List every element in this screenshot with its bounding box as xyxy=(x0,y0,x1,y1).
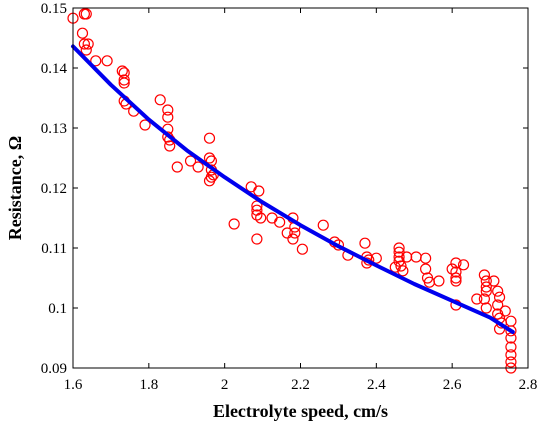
data-point xyxy=(505,325,517,337)
data-point xyxy=(450,257,462,269)
data-point xyxy=(395,260,407,272)
data-point xyxy=(450,272,462,284)
data-point xyxy=(162,104,174,116)
data-point xyxy=(480,302,492,314)
data-point xyxy=(118,74,130,86)
x-tick-label: 1.6 xyxy=(64,377,83,393)
y-tick-label: 0.1 xyxy=(48,301,67,317)
x-tick-label: 1.8 xyxy=(139,377,158,393)
data-point xyxy=(493,291,506,303)
data-point xyxy=(488,275,500,287)
data-point xyxy=(281,227,293,239)
x-tick-label: 2.8 xyxy=(519,377,538,393)
data-point xyxy=(478,269,490,281)
data-point xyxy=(505,315,517,327)
data-point xyxy=(450,275,462,287)
y-tick-label: 0.09 xyxy=(41,361,67,377)
data-point xyxy=(480,281,492,293)
plot-frame xyxy=(72,7,529,369)
data-point xyxy=(184,155,197,167)
data-point xyxy=(289,227,301,239)
fit-curve xyxy=(71,44,515,334)
data-point xyxy=(171,161,183,173)
data-point xyxy=(410,251,422,263)
data-point xyxy=(118,77,130,89)
data-point xyxy=(359,237,371,249)
data-point xyxy=(164,140,176,152)
data-point xyxy=(492,285,504,297)
data-point xyxy=(420,263,432,275)
data-point xyxy=(401,251,413,263)
data-point xyxy=(450,266,462,278)
x-tick-label: 2.6 xyxy=(443,377,462,393)
data-point xyxy=(90,55,102,67)
x-axis-title: Electrolyte speed, cm/s xyxy=(213,401,388,421)
data-point xyxy=(433,275,445,287)
data-point xyxy=(203,175,216,187)
data-point xyxy=(80,44,92,56)
data-point xyxy=(287,233,299,245)
y-tick-label: 0.11 xyxy=(41,241,67,257)
y-axis-title: Resistance, Ω xyxy=(5,136,25,240)
data-point xyxy=(101,55,113,67)
data-point xyxy=(139,119,151,131)
data-point xyxy=(80,8,92,20)
y-tick-label: 0.13 xyxy=(41,121,67,137)
data-point xyxy=(317,219,329,231)
data-point xyxy=(266,212,278,224)
data-point xyxy=(82,38,94,50)
plot-marks xyxy=(67,8,517,374)
data-point xyxy=(203,132,216,144)
axis-ticks: 1.6 1.8 2 2.2 2.4 2.6 2.8 0.09 0.1 0.11 0.12 0.13 0.… xyxy=(41,1,538,393)
data-point xyxy=(457,259,470,271)
data-point xyxy=(251,209,263,221)
data-point xyxy=(251,233,263,245)
data-point xyxy=(505,341,517,353)
data-point xyxy=(397,265,409,277)
data-point xyxy=(296,243,308,255)
y-tick-label: 0.12 xyxy=(41,181,67,197)
data-point xyxy=(78,38,90,50)
data-point xyxy=(253,185,265,197)
data-point xyxy=(393,242,405,254)
y-tick-label: 0.15 xyxy=(41,1,67,17)
data-point xyxy=(154,94,166,106)
data-point xyxy=(499,305,511,317)
data-point xyxy=(492,299,504,311)
x-tick-label: 2 xyxy=(221,377,229,393)
data-point xyxy=(162,111,174,123)
data-point xyxy=(203,152,216,164)
data-point xyxy=(505,356,517,368)
data-point xyxy=(255,212,267,224)
data-point xyxy=(76,27,89,39)
data-point xyxy=(420,252,432,264)
data-point xyxy=(505,349,517,361)
data-point xyxy=(274,216,286,228)
x-tick-label: 2.2 xyxy=(291,377,310,393)
data-point xyxy=(228,218,240,230)
data-point xyxy=(192,161,204,173)
y-tick-label: 0.14 xyxy=(41,61,68,77)
data-point xyxy=(471,293,483,305)
x-tick-label: 2.4 xyxy=(367,377,386,393)
data-point xyxy=(480,285,492,297)
